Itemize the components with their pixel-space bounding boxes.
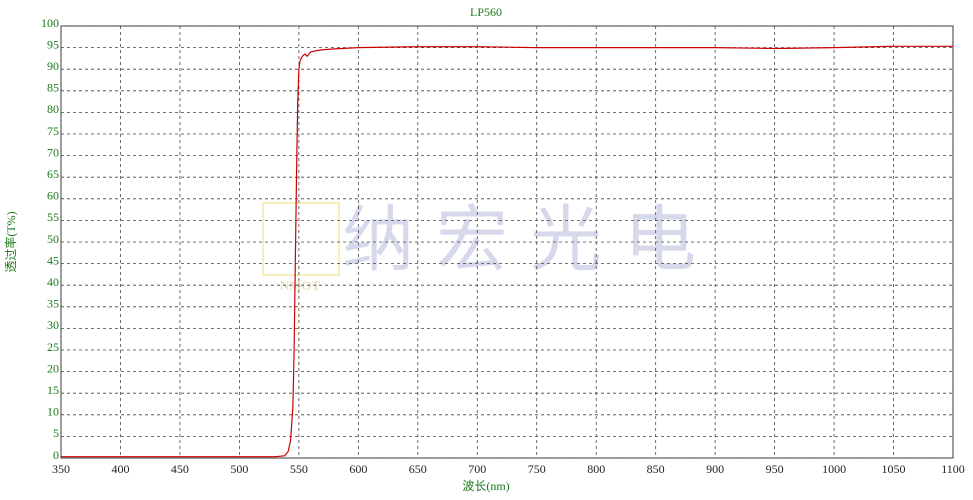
x-tick-label: 900: [706, 462, 724, 476]
data-line: [61, 45, 953, 458]
y-tick-label: 50: [47, 232, 59, 246]
y-tick-label: 55: [47, 210, 59, 224]
watermark-logo-box: [262, 202, 340, 276]
y-tick-label: 80: [47, 102, 59, 116]
y-tick-label: 60: [47, 189, 59, 203]
y-tick-label: 95: [47, 37, 59, 51]
y-axis-label: 透过率(T%): [3, 211, 18, 272]
y-tick-label: 85: [47, 81, 59, 95]
x-axis-label: 波长(nm): [462, 479, 509, 493]
y-tick-label: 35: [47, 297, 59, 311]
watermark: 纳宏光电: [342, 201, 718, 281]
y-tick-label: 25: [47, 340, 59, 354]
x-tick-label: 1100: [941, 462, 965, 476]
y-tick-label: 90: [47, 59, 59, 73]
x-tick-label: 350: [52, 462, 70, 476]
y-tick-label: 45: [47, 253, 59, 267]
x-tick-label: 950: [766, 462, 784, 476]
y-tick-label: 20: [47, 361, 59, 375]
chart-title: LP560: [470, 5, 502, 19]
x-tick-label: 850: [647, 462, 665, 476]
y-tick-label: 70: [47, 145, 59, 159]
x-tick-label: 550: [290, 462, 308, 476]
y-tick-label: 5: [53, 426, 59, 440]
x-tick-label: 500: [230, 462, 248, 476]
y-tick-label: 30: [47, 318, 59, 332]
x-tick-label: 1000: [822, 462, 846, 476]
y-tick-label: 10: [47, 405, 59, 419]
x-tick-label: 600: [349, 462, 367, 476]
watermark-logo: NMOT: [280, 278, 321, 293]
x-tick-label: 750: [528, 462, 546, 476]
x-tick-label: 1050: [882, 462, 906, 476]
x-tick-label: 400: [111, 462, 129, 476]
x-tick-label: 800: [587, 462, 605, 476]
x-tick-label: 450: [171, 462, 189, 476]
y-tick-label: 15: [47, 383, 59, 397]
x-tick-label: 700: [468, 462, 486, 476]
y-tick-label: 75: [47, 124, 59, 138]
y-tick-label: 40: [47, 275, 59, 289]
y-tick-label: 100: [41, 16, 59, 30]
y-tick-label: 65: [47, 167, 59, 181]
x-tick-label: 650: [409, 462, 427, 476]
y-tick-label: 0: [53, 448, 59, 462]
